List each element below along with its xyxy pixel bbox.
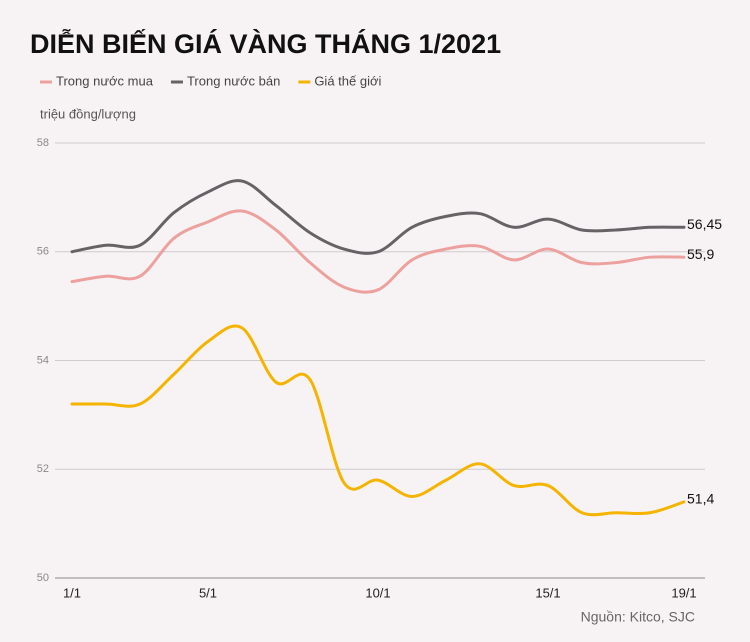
value-label: 55,9 bbox=[687, 246, 714, 262]
series-line bbox=[70, 209, 686, 294]
y-axis-label: triệu đồng/lượng bbox=[40, 106, 136, 121]
series-line bbox=[70, 179, 686, 255]
x-tick-label: 15/1 bbox=[535, 585, 560, 600]
legend-label: Trong nước mua bbox=[56, 73, 154, 88]
y-tick-label: 50 bbox=[37, 572, 49, 584]
legend-label: Giá thế giới bbox=[314, 73, 381, 88]
legend-label: Trong nước bán bbox=[187, 73, 280, 88]
chart-title: DIỄN BIẾN GIÁ VÀNG THÁNG 1/2021 bbox=[30, 28, 501, 59]
x-tick-label: 10/1 bbox=[365, 585, 390, 600]
y-tick-label: 56 bbox=[37, 246, 49, 258]
x-tick-label: 1/1 bbox=[63, 585, 81, 600]
source: Nguồn: Kitco, SJC bbox=[581, 609, 695, 625]
y-tick-label: 52 bbox=[37, 463, 49, 475]
series-line bbox=[70, 324, 686, 517]
value-label: 56,45 bbox=[687, 216, 722, 232]
value-label: 51,4 bbox=[687, 491, 714, 507]
y-tick-label: 54 bbox=[37, 354, 49, 366]
x-tick-label: 19/1 bbox=[671, 585, 696, 600]
y-tick-label: 58 bbox=[37, 137, 49, 149]
x-tick-label: 5/1 bbox=[199, 585, 217, 600]
